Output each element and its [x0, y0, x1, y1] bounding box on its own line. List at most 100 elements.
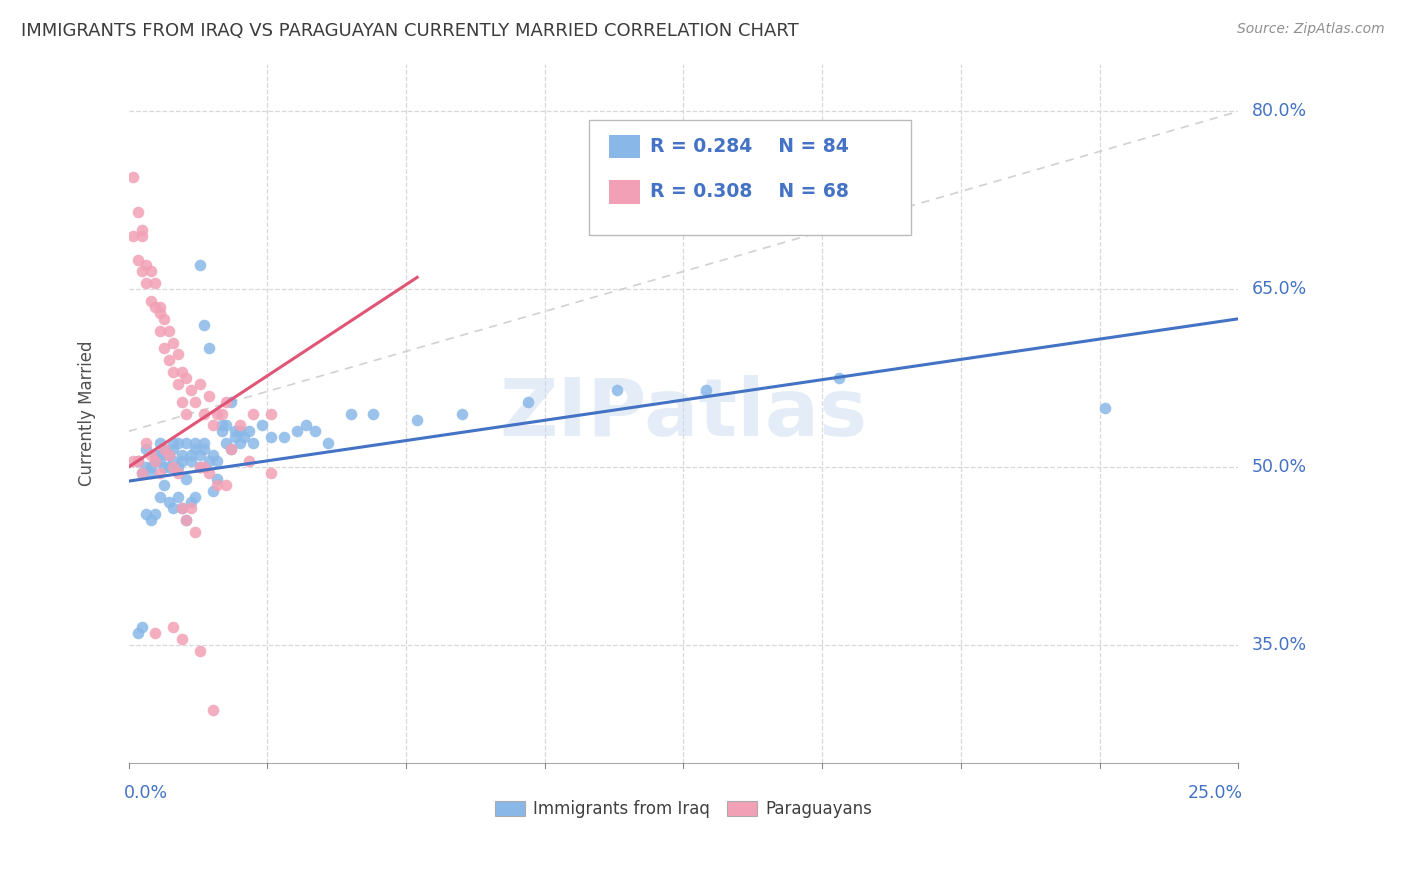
Point — [135, 436, 157, 450]
Legend: Immigrants from Iraq, Paraguayans: Immigrants from Iraq, Paraguayans — [488, 793, 879, 825]
Point — [450, 407, 472, 421]
Point — [242, 407, 264, 421]
Text: Source: ZipAtlas.com: Source: ZipAtlas.com — [1237, 22, 1385, 37]
Point — [176, 407, 198, 421]
Point — [153, 459, 176, 474]
Point — [260, 407, 283, 421]
Point — [127, 454, 149, 468]
Point — [157, 459, 180, 474]
Text: 65.0%: 65.0% — [1251, 280, 1308, 298]
Point — [295, 418, 318, 433]
Point — [162, 620, 184, 634]
Point — [207, 472, 229, 486]
Point — [219, 442, 242, 457]
Point — [143, 454, 166, 468]
Point — [219, 442, 242, 457]
Point — [197, 342, 219, 356]
Point — [184, 490, 207, 504]
Point — [149, 324, 172, 338]
Point — [166, 490, 188, 504]
Point — [153, 442, 176, 457]
Point — [153, 477, 176, 491]
Point — [135, 277, 157, 291]
Text: 80.0%: 80.0% — [1251, 103, 1306, 120]
Point — [170, 632, 193, 646]
Point — [828, 371, 851, 385]
Point — [131, 620, 153, 634]
Point — [135, 442, 157, 457]
Point — [224, 430, 246, 444]
Point — [139, 466, 162, 480]
Point — [211, 418, 233, 433]
Point — [188, 376, 211, 391]
Text: 25.0%: 25.0% — [1188, 784, 1243, 803]
Point — [285, 425, 308, 439]
Point — [242, 436, 264, 450]
Point — [166, 376, 188, 391]
Point — [176, 513, 198, 527]
Point — [215, 477, 238, 491]
Point — [131, 228, 153, 243]
Point — [139, 293, 162, 308]
Point — [188, 459, 211, 474]
Point — [135, 508, 157, 522]
Point — [202, 418, 225, 433]
Point — [197, 454, 219, 468]
Point — [233, 430, 256, 444]
Point — [162, 454, 184, 468]
Point — [139, 448, 162, 462]
Point — [131, 223, 153, 237]
Point — [184, 394, 207, 409]
Point — [215, 418, 238, 433]
Point — [122, 169, 145, 184]
Point — [153, 342, 176, 356]
Text: IMMIGRANTS FROM IRAQ VS PARAGUAYAN CURRENTLY MARRIED CORRELATION CHART: IMMIGRANTS FROM IRAQ VS PARAGUAYAN CURRE… — [21, 22, 799, 40]
Point — [211, 425, 233, 439]
Point — [215, 394, 238, 409]
Bar — [609, 135, 640, 159]
Point — [1094, 401, 1116, 415]
Point — [170, 454, 193, 468]
Point — [139, 459, 162, 474]
Point — [162, 335, 184, 350]
FancyBboxPatch shape — [589, 120, 911, 235]
Point — [139, 264, 162, 278]
Text: 0.0%: 0.0% — [124, 784, 169, 803]
Point — [162, 442, 184, 457]
Point — [197, 389, 219, 403]
Point — [143, 448, 166, 462]
Point — [157, 448, 180, 462]
Point — [202, 448, 225, 462]
Point — [260, 466, 283, 480]
Text: ZIPatlas: ZIPatlas — [499, 375, 868, 452]
Point — [238, 454, 260, 468]
Point — [166, 347, 188, 361]
Point — [149, 436, 172, 450]
Point — [135, 259, 157, 273]
Point — [406, 412, 429, 426]
Point — [202, 703, 225, 717]
Point — [122, 454, 145, 468]
Point — [139, 513, 162, 527]
Point — [176, 436, 198, 450]
Point — [170, 501, 193, 516]
Point — [188, 259, 211, 273]
Point — [153, 442, 176, 457]
Point — [207, 477, 229, 491]
Point — [170, 394, 193, 409]
Point — [162, 459, 184, 474]
Text: 35.0%: 35.0% — [1251, 636, 1306, 654]
Point — [149, 300, 172, 314]
Point — [339, 407, 361, 421]
Text: R = 0.284    N = 84: R = 0.284 N = 84 — [650, 137, 849, 156]
Point — [211, 407, 233, 421]
Point — [180, 448, 202, 462]
Point — [143, 454, 166, 468]
Point — [157, 324, 180, 338]
Point — [193, 442, 215, 457]
Point — [215, 436, 238, 450]
Point — [184, 525, 207, 540]
Point — [149, 490, 172, 504]
Point — [318, 436, 340, 450]
Point — [228, 418, 250, 433]
